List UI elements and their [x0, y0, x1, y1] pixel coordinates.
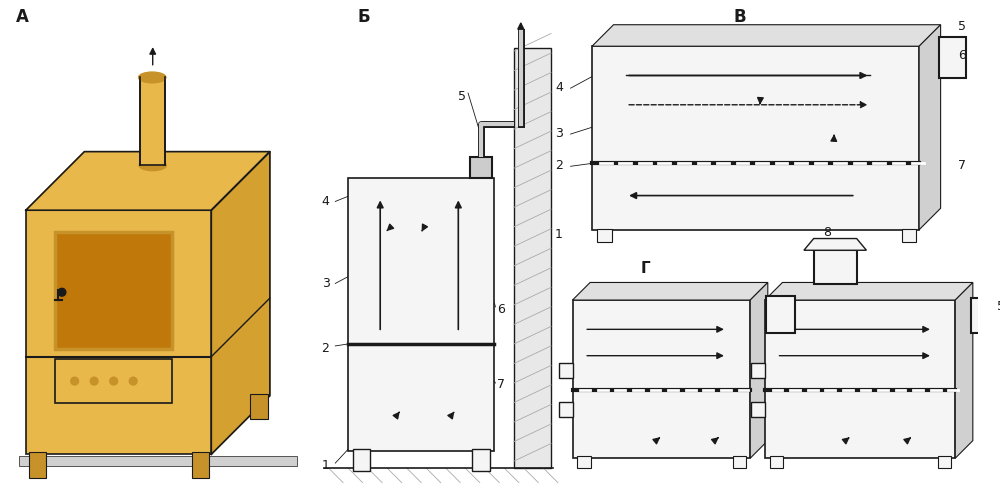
- Text: 2: 2: [555, 159, 563, 172]
- FancyBboxPatch shape: [770, 456, 783, 468]
- Text: В: В: [734, 8, 746, 26]
- Text: 4: 4: [322, 196, 329, 208]
- Polygon shape: [592, 24, 941, 46]
- FancyBboxPatch shape: [348, 178, 494, 452]
- FancyBboxPatch shape: [250, 394, 268, 419]
- Text: 4: 4: [555, 81, 563, 94]
- Circle shape: [71, 377, 79, 385]
- FancyBboxPatch shape: [55, 358, 172, 403]
- FancyBboxPatch shape: [733, 456, 746, 468]
- Text: 5: 5: [997, 300, 1000, 313]
- FancyBboxPatch shape: [592, 46, 919, 230]
- FancyBboxPatch shape: [55, 232, 172, 349]
- Polygon shape: [804, 238, 866, 250]
- Text: 1: 1: [322, 459, 329, 472]
- Polygon shape: [750, 282, 768, 458]
- Text: Б: Б: [358, 8, 370, 26]
- Text: 2: 2: [322, 342, 329, 355]
- FancyBboxPatch shape: [938, 456, 951, 468]
- Text: 5: 5: [795, 300, 803, 313]
- FancyBboxPatch shape: [765, 300, 955, 458]
- Polygon shape: [955, 282, 973, 458]
- FancyBboxPatch shape: [939, 38, 966, 78]
- FancyBboxPatch shape: [559, 402, 573, 417]
- FancyBboxPatch shape: [470, 156, 492, 178]
- Ellipse shape: [139, 160, 166, 170]
- Text: 5: 5: [958, 20, 966, 32]
- Polygon shape: [573, 282, 768, 300]
- FancyBboxPatch shape: [766, 296, 795, 333]
- FancyBboxPatch shape: [971, 298, 998, 333]
- FancyBboxPatch shape: [902, 229, 916, 242]
- Text: Г: Г: [641, 260, 651, 276]
- FancyBboxPatch shape: [751, 362, 765, 378]
- FancyBboxPatch shape: [559, 362, 573, 378]
- FancyBboxPatch shape: [814, 250, 857, 284]
- Text: 1: 1: [555, 228, 563, 240]
- Polygon shape: [765, 282, 973, 300]
- Text: Д: Д: [823, 260, 837, 276]
- FancyBboxPatch shape: [577, 456, 591, 468]
- FancyBboxPatch shape: [29, 452, 46, 477]
- FancyBboxPatch shape: [573, 300, 750, 458]
- Circle shape: [110, 377, 118, 385]
- Text: А: А: [16, 8, 29, 26]
- FancyBboxPatch shape: [472, 450, 490, 471]
- Text: 3: 3: [322, 278, 329, 290]
- Circle shape: [129, 377, 137, 385]
- FancyBboxPatch shape: [140, 78, 165, 166]
- Ellipse shape: [139, 72, 166, 83]
- FancyBboxPatch shape: [192, 452, 209, 477]
- FancyBboxPatch shape: [26, 210, 211, 454]
- Polygon shape: [26, 152, 270, 210]
- Text: 6: 6: [958, 49, 966, 62]
- FancyBboxPatch shape: [751, 402, 765, 417]
- FancyBboxPatch shape: [353, 450, 370, 471]
- Circle shape: [58, 288, 66, 296]
- FancyBboxPatch shape: [597, 229, 612, 242]
- Text: 3: 3: [555, 127, 563, 140]
- Text: 5: 5: [458, 90, 466, 103]
- Text: 8: 8: [823, 226, 831, 238]
- Polygon shape: [919, 24, 941, 230]
- FancyBboxPatch shape: [19, 456, 297, 466]
- Polygon shape: [211, 152, 270, 455]
- Text: 7: 7: [958, 159, 966, 172]
- Circle shape: [90, 377, 98, 385]
- Text: 7: 7: [497, 378, 505, 391]
- Text: 6: 6: [497, 302, 505, 316]
- FancyBboxPatch shape: [514, 48, 551, 468]
